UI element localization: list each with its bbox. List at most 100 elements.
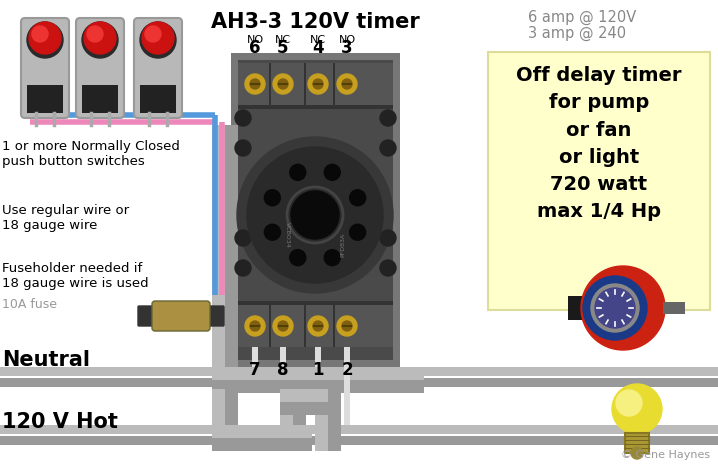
Circle shape	[313, 79, 323, 89]
Circle shape	[235, 110, 251, 126]
Text: Neutral: Neutral	[2, 350, 90, 370]
FancyBboxPatch shape	[21, 18, 69, 118]
Circle shape	[380, 140, 396, 156]
Bar	[280, 402, 328, 415]
FancyBboxPatch shape	[138, 306, 156, 326]
Bar	[238, 63, 393, 105]
Text: Use regular wire or
18 gauge wire: Use regular wire or 18 gauge wire	[2, 204, 129, 232]
Bar	[82, 85, 118, 113]
Circle shape	[245, 74, 265, 94]
Circle shape	[337, 316, 357, 336]
Circle shape	[27, 22, 63, 58]
Text: 1: 1	[312, 361, 324, 379]
FancyBboxPatch shape	[152, 301, 210, 331]
Bar	[269, 305, 271, 347]
Circle shape	[291, 191, 339, 239]
Text: NC: NC	[310, 35, 326, 45]
Circle shape	[616, 390, 642, 416]
Bar	[212, 125, 225, 367]
Text: © Gene Haynes: © Gene Haynes	[621, 450, 710, 460]
Circle shape	[325, 250, 340, 265]
Text: Fuseholder needed if
18 gauge wire is used: Fuseholder needed if 18 gauge wire is us…	[2, 262, 149, 290]
Circle shape	[290, 250, 306, 265]
Circle shape	[140, 22, 176, 58]
Circle shape	[290, 164, 306, 181]
Circle shape	[350, 224, 365, 240]
Bar	[212, 367, 424, 380]
Text: 3 amp @ 240: 3 amp @ 240	[528, 26, 626, 41]
Bar	[0, 425, 718, 434]
FancyBboxPatch shape	[625, 433, 649, 453]
Bar	[212, 380, 424, 393]
FancyBboxPatch shape	[206, 306, 224, 326]
Bar	[269, 63, 271, 105]
Bar	[293, 389, 306, 425]
Circle shape	[380, 110, 396, 126]
Text: 10A fuse: 10A fuse	[2, 298, 57, 311]
Bar	[238, 60, 393, 360]
Circle shape	[313, 321, 323, 331]
Circle shape	[32, 26, 48, 42]
Bar	[238, 105, 393, 109]
Circle shape	[29, 22, 61, 54]
Circle shape	[82, 22, 118, 58]
Circle shape	[380, 260, 396, 276]
Circle shape	[337, 74, 357, 94]
Bar	[212, 438, 312, 451]
Circle shape	[612, 384, 662, 434]
Bar	[280, 389, 328, 402]
FancyBboxPatch shape	[134, 18, 182, 118]
Text: NO: NO	[246, 35, 264, 45]
Text: 3: 3	[341, 39, 353, 57]
Circle shape	[278, 79, 288, 89]
Bar	[238, 301, 393, 305]
Circle shape	[595, 288, 635, 328]
Text: 6 amp @ 120V: 6 amp @ 120V	[528, 10, 636, 25]
Circle shape	[308, 74, 328, 94]
Circle shape	[264, 224, 280, 240]
Text: Off delay timer
for pump
or fan
or light
720 watt
max 1/4 Hp: Off delay timer for pump or fan or light…	[516, 66, 682, 221]
Circle shape	[235, 260, 251, 276]
Text: 120 V Hot: 120 V Hot	[2, 412, 118, 432]
Circle shape	[581, 266, 665, 350]
Text: NO: NO	[338, 35, 355, 45]
Bar	[0, 378, 718, 387]
Circle shape	[237, 137, 393, 293]
Bar	[280, 389, 293, 425]
Bar	[344, 347, 350, 425]
Circle shape	[145, 26, 161, 42]
Bar	[663, 302, 685, 314]
FancyBboxPatch shape	[488, 52, 710, 310]
Circle shape	[235, 230, 251, 246]
Text: 6: 6	[249, 39, 261, 57]
Bar	[304, 305, 306, 347]
Circle shape	[235, 140, 251, 156]
Text: 5: 5	[277, 39, 289, 57]
Bar	[238, 305, 393, 347]
Bar	[27, 85, 63, 113]
Bar	[231, 53, 400, 367]
Circle shape	[583, 276, 647, 340]
Bar	[225, 389, 238, 425]
Bar	[315, 389, 328, 451]
Bar	[212, 389, 225, 425]
Circle shape	[245, 316, 265, 336]
Circle shape	[631, 447, 643, 459]
Bar	[315, 347, 321, 367]
Circle shape	[342, 321, 352, 331]
Bar	[212, 425, 312, 438]
Bar	[252, 347, 258, 367]
Bar	[0, 367, 718, 376]
Text: 8: 8	[277, 361, 289, 379]
Circle shape	[342, 79, 352, 89]
Circle shape	[308, 316, 328, 336]
Bar	[140, 85, 176, 113]
FancyBboxPatch shape	[76, 18, 124, 118]
Bar	[304, 63, 306, 105]
Text: NC: NC	[275, 35, 291, 45]
Circle shape	[325, 164, 340, 181]
Bar	[333, 63, 335, 105]
Bar	[280, 347, 286, 367]
Circle shape	[250, 79, 260, 89]
Circle shape	[84, 22, 116, 54]
